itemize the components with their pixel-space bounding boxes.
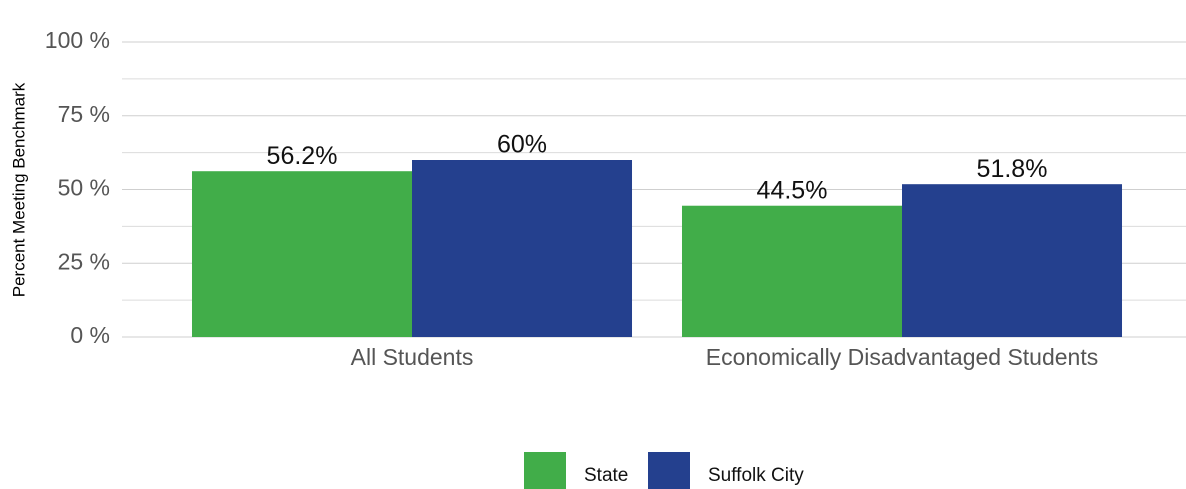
data-label: 60% [497, 131, 547, 159]
bar [191, 171, 412, 337]
y-tick-label: 50 % [58, 175, 110, 201]
data-label: 44.5% [757, 176, 828, 204]
bar [681, 205, 902, 337]
legend-swatch [524, 452, 566, 489]
legend-label: Suffolk City [708, 465, 804, 486]
data-label: 56.2% [267, 142, 338, 170]
x-tick-label: Economically Disadvantaged Students [706, 344, 1099, 370]
x-tick-label: All Students [351, 344, 474, 370]
legend-label: State [584, 465, 628, 486]
bar [902, 184, 1123, 337]
y-axis-label: Percent Meeting Benchmark [9, 82, 28, 297]
y-tick-label: 75 % [58, 101, 110, 127]
y-tick-label: 25 % [58, 248, 110, 274]
legend-swatch [648, 452, 690, 489]
y-tick-label: 100 % [45, 27, 110, 53]
data-label: 51.8% [977, 155, 1048, 183]
bar [412, 160, 633, 337]
y-tick-label: 0 % [70, 322, 110, 348]
